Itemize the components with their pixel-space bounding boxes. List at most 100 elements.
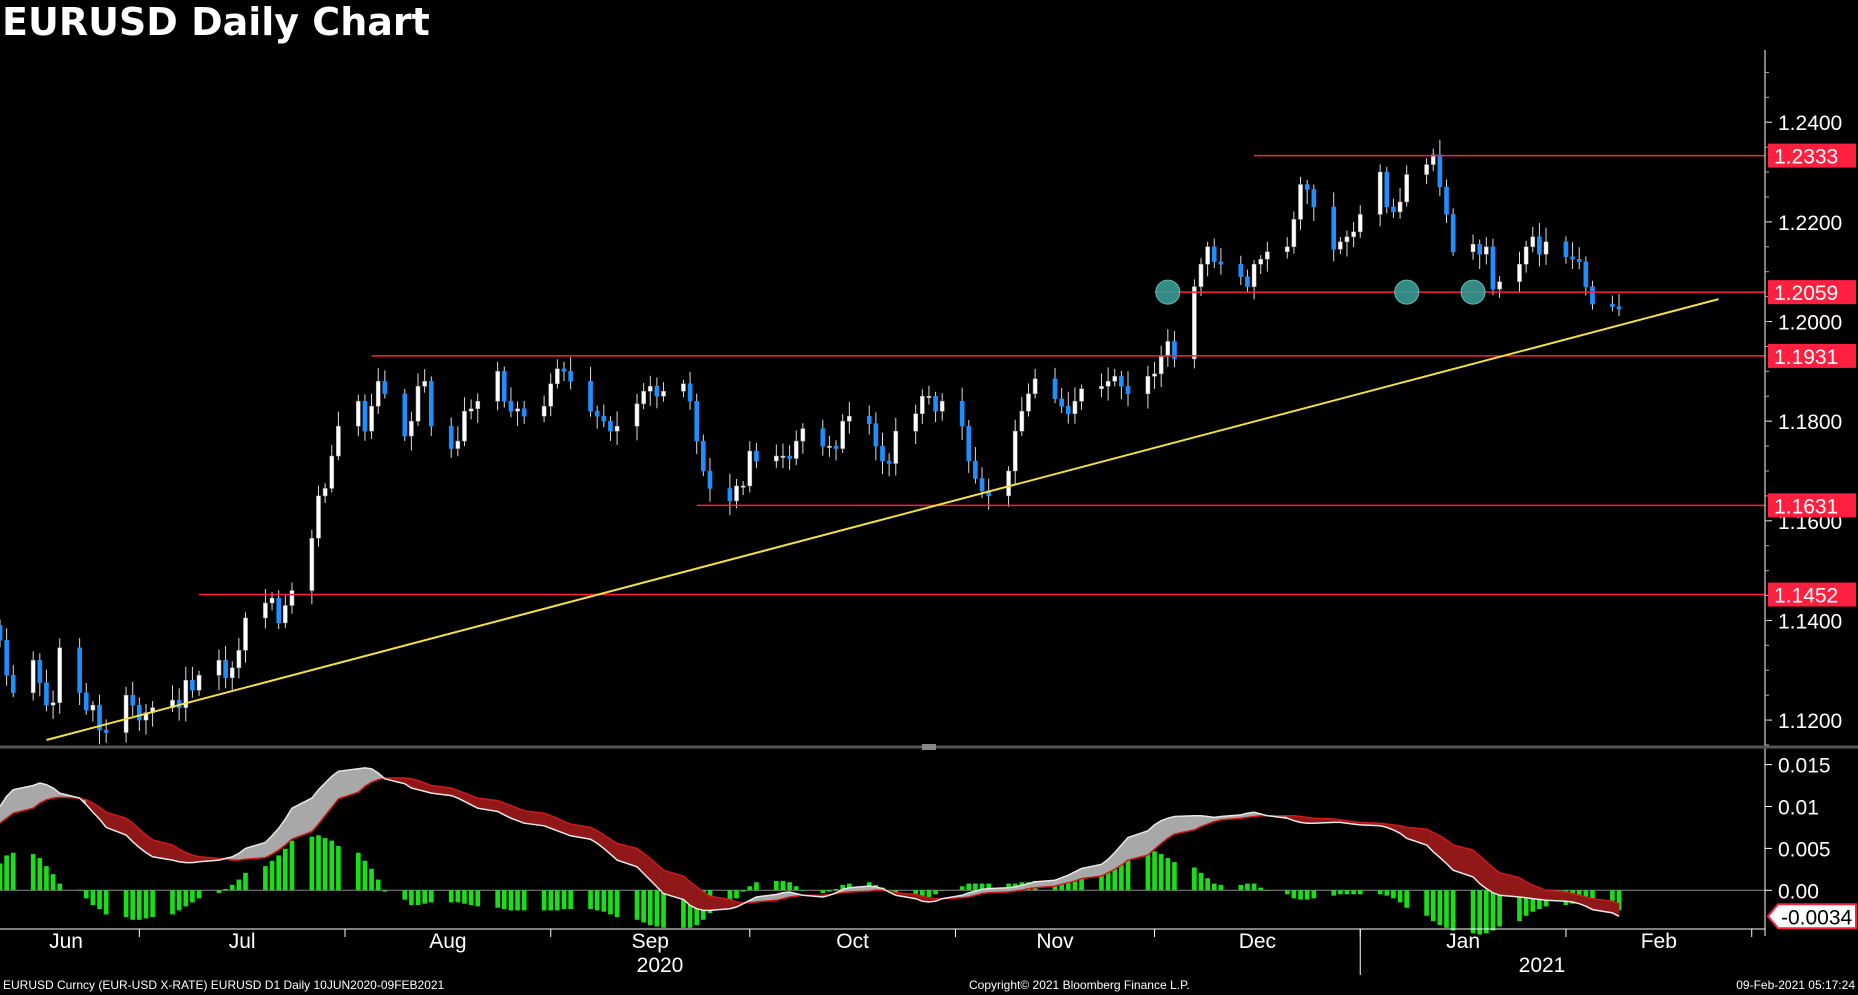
- candle-up: [647, 386, 653, 392]
- macd-histogram-bar: [1397, 890, 1403, 903]
- macd-histogram-bar: [190, 890, 195, 903]
- chart-title: EURUSD Daily Chart: [2, 0, 430, 44]
- candle-down: [521, 408, 527, 417]
- candle-up: [913, 413, 918, 432]
- axes: 1.24001.22001.20001.18001.16001.14001.12…: [0, 50, 1858, 977]
- macd-histogram-bar: [269, 860, 275, 891]
- candle-up: [800, 428, 806, 442]
- candle-down: [1590, 286, 1595, 305]
- candle-down: [561, 368, 567, 372]
- candle-up: [1099, 386, 1104, 390]
- macd-line: [0, 767, 1620, 917]
- x-month-label: Jul: [229, 930, 256, 953]
- macd-histogram-bar: [913, 890, 918, 897]
- macd-histogram-bar: [170, 890, 175, 915]
- macd-histogram-bar: [787, 882, 792, 891]
- macd-histogram-bar: [1006, 883, 1011, 891]
- candle-up: [1006, 470, 1011, 497]
- candle-down: [0, 625, 3, 641]
- macd-histogram-bar: [840, 884, 846, 891]
- macd-histogram-bar: [369, 868, 374, 891]
- candle-up: [283, 605, 288, 624]
- macd-histogram-bar: [986, 883, 991, 891]
- macd-histogram-bar: [1338, 890, 1343, 895]
- panel-resize-handle: [922, 744, 936, 750]
- macd-histogram-bar: [1517, 890, 1522, 922]
- macd-histogram-bar: [355, 852, 361, 891]
- macd-histogram-bar: [594, 890, 600, 911]
- candle-down: [820, 428, 826, 447]
- macd-histogram-bar: [1437, 890, 1443, 926]
- macd-histogram-bar: [1245, 883, 1250, 891]
- macd-histogram-bar: [97, 890, 102, 910]
- candle-down: [594, 410, 600, 417]
- candle-down: [4, 640, 9, 676]
- candle-up: [236, 650, 242, 669]
- macd-histogram-bar: [1298, 890, 1303, 900]
- x-month-label: Nov: [1036, 930, 1074, 953]
- macd-histogram-bar: [966, 883, 972, 891]
- candle-up: [920, 396, 925, 414]
- candle-down: [1238, 263, 1244, 277]
- macd-histogram-bar: [236, 879, 242, 891]
- macd-histogram-bar: [336, 846, 341, 891]
- candle-up: [356, 400, 361, 427]
- macd-histogram-bar: [601, 890, 607, 912]
- macd-histogram-bar: [382, 890, 388, 892]
- candle-down: [37, 660, 43, 683]
- candle-up: [243, 617, 248, 651]
- candle-up: [1251, 263, 1257, 287]
- candle-down: [501, 371, 507, 402]
- macd-histogram-bar: [654, 890, 660, 927]
- macd-histogram-bar: [402, 890, 408, 900]
- macd-histogram-bar: [847, 883, 852, 891]
- level-label-box: [1768, 493, 1856, 518]
- macd-histogram-bar: [30, 854, 36, 891]
- footer-instrument: EURUSD Curncy (EUR-USD X-RATE) EURUSD D1…: [3, 978, 445, 992]
- macd-histogram-bar: [1357, 890, 1363, 895]
- candle-down: [1450, 214, 1456, 253]
- level-label-box: [1768, 582, 1856, 607]
- macd-histogram-bar: [681, 890, 686, 928]
- macd-histogram-bar: [1444, 890, 1449, 928]
- macd-histogram-bar: [276, 855, 282, 891]
- macd-histogram-bar: [515, 890, 520, 911]
- candle-up: [183, 679, 189, 708]
- macd-histogram-bar: [820, 890, 826, 893]
- candle-down: [866, 415, 872, 424]
- candle-up: [747, 450, 753, 487]
- macd-histogram-bar: [774, 880, 779, 891]
- macd-histogram-bar: [793, 886, 799, 891]
- macd-histogram-bar: [0, 863, 3, 891]
- candle-down: [966, 425, 972, 462]
- candle-down: [1052, 378, 1058, 399]
- macd-histogram-bar: [1331, 890, 1337, 896]
- candle-up: [1377, 171, 1383, 215]
- macd-histogram-bar: [475, 890, 481, 907]
- macd-histogram-bar: [548, 890, 554, 911]
- candle-down: [833, 445, 839, 449]
- macd-histogram-bar: [608, 890, 613, 915]
- candle-up: [1145, 376, 1151, 395]
- macd-histogram-bar: [322, 837, 328, 891]
- candle-up: [1158, 356, 1164, 375]
- macd-histogram-bar: [309, 836, 315, 891]
- candle-up: [1265, 251, 1270, 260]
- candle-down: [1570, 256, 1575, 260]
- candle-up: [1484, 246, 1489, 255]
- macd-histogram-bar: [687, 890, 693, 928]
- candle-down: [97, 704, 102, 731]
- candle-down: [873, 423, 879, 447]
- candle-down: [1563, 241, 1569, 258]
- x-month-label: Jan: [1446, 930, 1480, 953]
- candle-up: [455, 440, 461, 449]
- price-y-tick-label: 1.1200: [1778, 710, 1842, 733]
- macd-histogram-bar: [316, 835, 321, 891]
- level-label: 1.1452: [1774, 585, 1838, 608]
- macd-histogram-bar: [422, 890, 427, 904]
- macd-histogram-bar: [747, 886, 753, 891]
- macd-histogram-bar: [289, 840, 295, 891]
- macd-histogram-bar: [1344, 890, 1350, 895]
- candle-down: [1304, 184, 1310, 190]
